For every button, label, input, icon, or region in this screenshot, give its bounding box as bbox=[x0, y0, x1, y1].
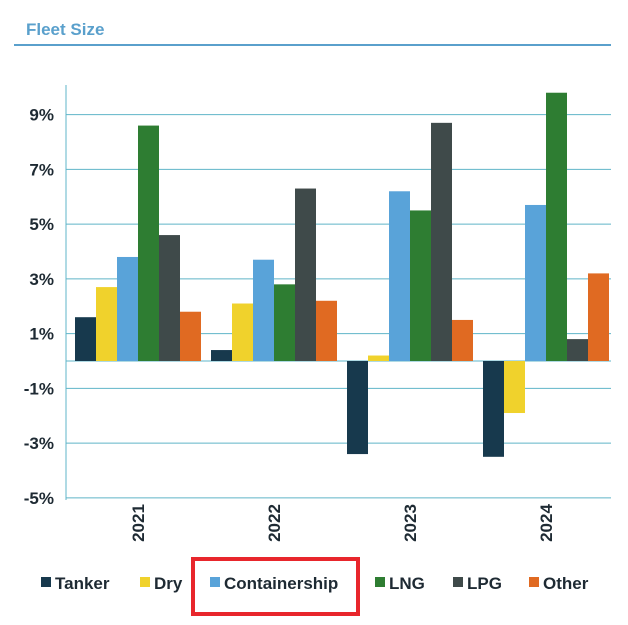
bar-other-2022 bbox=[316, 300, 337, 361]
bar-dry-2022 bbox=[232, 303, 253, 361]
bar-other-2021 bbox=[180, 311, 201, 361]
y-tick-label: -3% bbox=[24, 434, 54, 453]
x-tick-label: 2021 bbox=[129, 504, 148, 542]
bar-dry-2021 bbox=[96, 287, 117, 361]
legend-label-tanker: Tanker bbox=[55, 574, 110, 593]
y-tick-label: -1% bbox=[24, 379, 54, 398]
title-rule bbox=[14, 44, 611, 46]
legend-swatch-other bbox=[529, 577, 539, 587]
legend-swatch-containership bbox=[210, 577, 220, 587]
bar-lng-2021 bbox=[138, 125, 159, 361]
legend-highlight-box bbox=[191, 557, 360, 616]
bar-lng-2023 bbox=[410, 210, 431, 361]
legend-label-dry: Dry bbox=[154, 574, 183, 593]
bar-containership-2022 bbox=[253, 259, 274, 361]
bar-tanker-2024 bbox=[483, 361, 504, 457]
y-tick-label: 9% bbox=[29, 106, 54, 125]
bar-tanker-2021 bbox=[75, 317, 96, 361]
legend-label-containership: Containership bbox=[224, 574, 338, 593]
bar-other-2024 bbox=[588, 273, 609, 361]
bar-containership-2023 bbox=[389, 191, 410, 361]
bar-lng-2022 bbox=[274, 284, 295, 361]
y-tick-label: 1% bbox=[29, 325, 54, 344]
bar-tanker-2022 bbox=[211, 350, 232, 361]
y-tick-label: 5% bbox=[29, 215, 54, 234]
legend-swatch-dry bbox=[140, 577, 150, 587]
legend-swatch-lng bbox=[375, 577, 385, 587]
y-tick-label: 7% bbox=[29, 160, 54, 179]
bar-dry-2024 bbox=[504, 361, 525, 414]
legend-label-lpg: LPG bbox=[467, 574, 502, 593]
legend-label-other: Other bbox=[543, 574, 589, 593]
x-tick-label: 2023 bbox=[401, 504, 420, 542]
x-tick-label: 2024 bbox=[537, 504, 556, 542]
bar-lpg-2021 bbox=[159, 235, 180, 361]
bar-tanker-2023 bbox=[347, 361, 368, 455]
bar-dry-2023 bbox=[368, 355, 389, 361]
bar-other-2023 bbox=[452, 319, 473, 361]
bar-lng-2024 bbox=[546, 92, 567, 361]
bar-containership-2024 bbox=[525, 204, 546, 361]
bar-lpg-2023 bbox=[431, 122, 452, 362]
y-tick-label: 3% bbox=[29, 270, 54, 289]
legend-swatch-lpg bbox=[453, 577, 463, 587]
bar-lpg-2024 bbox=[567, 339, 588, 361]
x-tick-label: 2022 bbox=[265, 504, 284, 542]
legend-swatch-tanker bbox=[41, 577, 51, 587]
chart-title: Fleet Size bbox=[26, 20, 105, 39]
legend-label-lng: LNG bbox=[389, 574, 425, 593]
y-tick-label: -5% bbox=[24, 489, 54, 508]
bar-containership-2021 bbox=[117, 256, 138, 361]
bar-lpg-2022 bbox=[295, 188, 316, 361]
